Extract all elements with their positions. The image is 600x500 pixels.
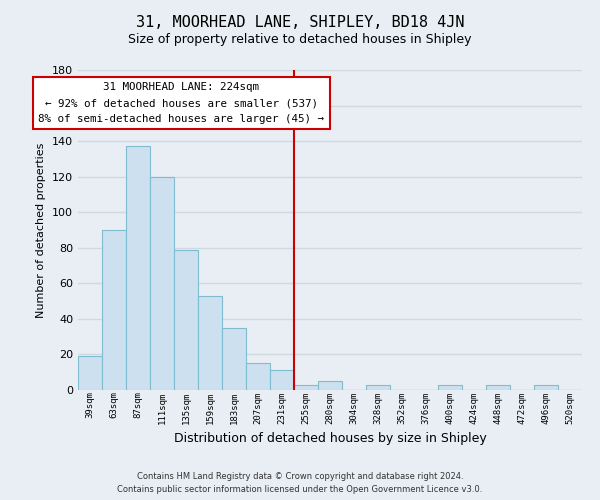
Bar bbox=[102, 230, 126, 390]
Bar bbox=[318, 381, 342, 390]
Bar bbox=[270, 370, 294, 390]
Bar bbox=[126, 146, 150, 390]
Text: Size of property relative to detached houses in Shipley: Size of property relative to detached ho… bbox=[128, 32, 472, 46]
Bar bbox=[78, 356, 102, 390]
Bar bbox=[366, 384, 390, 390]
Text: 31, MOORHEAD LANE, SHIPLEY, BD18 4JN: 31, MOORHEAD LANE, SHIPLEY, BD18 4JN bbox=[136, 15, 464, 30]
Bar bbox=[222, 328, 246, 390]
Bar bbox=[246, 364, 270, 390]
Bar bbox=[486, 384, 510, 390]
X-axis label: Distribution of detached houses by size in Shipley: Distribution of detached houses by size … bbox=[173, 432, 487, 445]
Bar bbox=[294, 384, 318, 390]
Bar bbox=[438, 384, 462, 390]
Bar bbox=[150, 176, 174, 390]
Bar bbox=[174, 250, 198, 390]
Bar bbox=[534, 384, 558, 390]
Y-axis label: Number of detached properties: Number of detached properties bbox=[37, 142, 46, 318]
Bar bbox=[198, 296, 222, 390]
Text: 31 MOORHEAD LANE: 224sqm
← 92% of detached houses are smaller (537)
8% of semi-d: 31 MOORHEAD LANE: 224sqm ← 92% of detach… bbox=[38, 82, 324, 124]
Text: Contains HM Land Registry data © Crown copyright and database right 2024.
Contai: Contains HM Land Registry data © Crown c… bbox=[118, 472, 482, 494]
